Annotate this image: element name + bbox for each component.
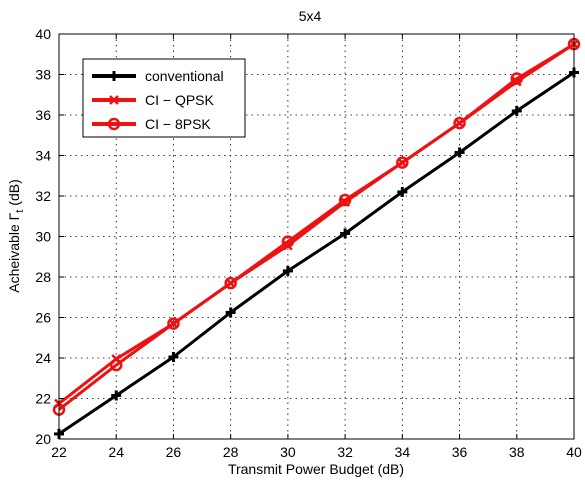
data-point-marker bbox=[397, 186, 408, 197]
x-tick-label: 40 bbox=[566, 444, 582, 460]
y-axis-title-main: Acheivable Γ bbox=[6, 212, 22, 292]
data-point-marker bbox=[340, 228, 351, 239]
y-tick-label: 32 bbox=[35, 188, 51, 204]
data-point-marker bbox=[109, 358, 123, 372]
y-tick-label: 20 bbox=[35, 431, 51, 447]
series-line bbox=[58, 42, 575, 411]
legend-entry: conventional bbox=[92, 68, 224, 84]
y-tick-label: 24 bbox=[35, 350, 51, 366]
x-tick-label: 32 bbox=[337, 444, 353, 460]
data-point-marker bbox=[225, 307, 236, 318]
legend-swatch-marker bbox=[109, 95, 119, 105]
data-point-marker bbox=[111, 390, 122, 401]
x-tick-label: 30 bbox=[280, 444, 296, 460]
legend-swatch-marker bbox=[109, 71, 119, 81]
y-tick-label: 22 bbox=[35, 391, 51, 407]
x-tick-label: 26 bbox=[166, 444, 182, 460]
x-tick-label: 38 bbox=[509, 444, 525, 460]
legend-entries: conventional CI − QPSK CI − 8PSK bbox=[92, 68, 224, 132]
y-tick-label: 40 bbox=[35, 26, 51, 42]
x-tick-label: 28 bbox=[223, 444, 239, 460]
legend-swatch-marker bbox=[107, 117, 121, 131]
data-point-marker bbox=[510, 72, 524, 85]
data-point-marker bbox=[396, 156, 409, 169]
y-tick-label: 28 bbox=[35, 269, 51, 285]
series-line bbox=[58, 71, 575, 436]
x-tick-label: 24 bbox=[108, 444, 124, 460]
data-point-marker bbox=[168, 351, 179, 362]
legend: conventional CI − QPSK CI − 8PSK bbox=[82, 58, 246, 138]
data-point-marker bbox=[338, 193, 352, 207]
data-point-marker bbox=[281, 235, 295, 248]
data-point-marker bbox=[454, 147, 465, 158]
y-axis-title-unit: (dB) bbox=[6, 179, 22, 209]
x-tick-label: 36 bbox=[452, 444, 468, 460]
data-point-marker bbox=[282, 265, 293, 276]
data-point-marker bbox=[167, 317, 180, 330]
legend-entry: CI − 8PSK bbox=[92, 116, 211, 132]
data-point-marker bbox=[511, 105, 522, 116]
data-point-marker bbox=[453, 116, 466, 130]
chart-title: 5x4 bbox=[299, 8, 322, 24]
legend-entry: CI − QPSK bbox=[92, 92, 215, 108]
data-point-marker bbox=[224, 276, 237, 290]
y-tick-label: 34 bbox=[35, 148, 51, 164]
legend-label: CI − QPSK bbox=[145, 92, 215, 108]
x-tick-label: 22 bbox=[51, 444, 67, 460]
x-tick-label: 34 bbox=[395, 444, 411, 460]
y-tick-label: 26 bbox=[35, 310, 51, 326]
y-tick-label: 36 bbox=[35, 107, 51, 123]
y-axis-title-subscript: t bbox=[14, 210, 26, 213]
y-axis-title: Acheivable Γt (dB) bbox=[6, 179, 26, 293]
ticks: 22 24 26 28 30 32 34 36 38 4020222426283032343638… bbox=[35, 26, 582, 460]
legend-label: conventional bbox=[145, 68, 224, 84]
y-tick-label: 38 bbox=[35, 67, 51, 83]
legend-label: CI − 8PSK bbox=[145, 116, 211, 132]
y-tick-label: 30 bbox=[35, 229, 51, 245]
series-group bbox=[52, 37, 581, 439]
x-axis-title: Transmit Power Budget (dB) bbox=[228, 461, 404, 477]
